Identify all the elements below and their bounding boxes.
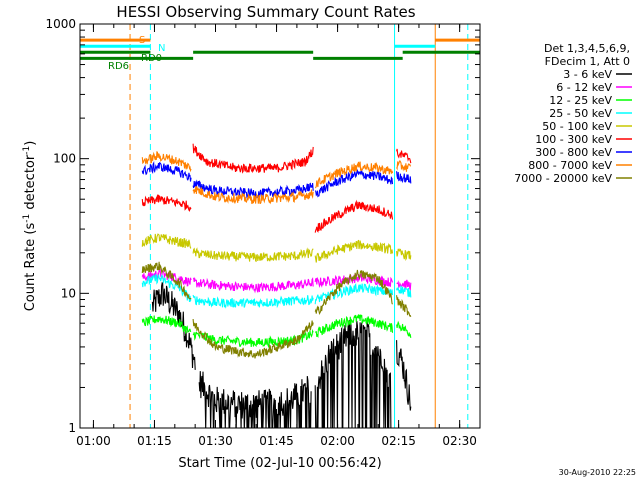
series-7 [141,151,412,205]
x-tick-label: 01:15 [137,434,172,448]
series-5-segment-3 [396,148,412,164]
series-7-segment-2 [314,161,394,189]
plot-frame [79,23,481,429]
legend-label-6: 300 - 800 keV [535,146,612,159]
series-5-segment-1 [192,143,314,174]
series-8 [141,261,412,359]
series-0 [151,281,412,428]
x-tick-label: 01:30 [198,434,233,448]
series-2-segment-0 [141,315,192,334]
y-axis-label: Count Rate (s-1 detector-1) [22,141,38,312]
flag-label-decimation_rear: RD6 [108,61,129,72]
x-axis: 01:00 01:15 01:30 01:45 02:00 02:15 02:30 [76,24,481,448]
series-1-segment-3 [396,279,412,292]
series-7-segment-0 [141,151,192,173]
timestamp: 30-Aug-2010 22:25 [559,468,636,477]
series-2-segment-3 [396,320,412,338]
y-tick-label: 1000 [45,17,76,31]
x-tick-label: 02:00 [320,434,355,448]
series-3-segment-2 [314,283,394,305]
series-3-segment-3 [396,285,412,298]
y-tick-label: 100 [53,152,76,166]
series-5 [141,143,412,233]
y-tick-label: 1 [68,421,76,435]
x-tick-label: 01:45 [259,434,294,448]
y-tick-label: 10 [61,286,76,300]
series-4-segment-2 [314,239,394,263]
x-axis-label: Start Time (02-Jul-10 00:56:42) [178,456,381,471]
series-4 [141,233,412,263]
series-8-segment-1 [192,318,314,359]
chart-title: HESSI Observing Summary Count Rates [116,3,415,21]
series-7-segment-1 [192,186,314,205]
legend-label-1: 6 - 12 keV [556,81,612,94]
series-8-segment-2 [314,269,393,315]
series-6-segment-1 [192,179,314,199]
series-1-segment-1 [192,276,314,294]
legend-label-2: 12 - 25 keV [549,94,612,107]
legend-label-5: 100 - 300 keV [535,133,612,146]
series-0-segment-0 [151,281,196,370]
series-7-segment-3 [396,159,412,172]
x-tick-label: 01:00 [76,434,111,448]
series-4-segment-3 [396,248,412,262]
legend-header-1: Det 1,3,4,5,6,9, [544,42,630,55]
series-6-segment-2 [314,168,394,198]
flag-label-saa: S [139,35,145,46]
legend-label-0: 3 - 6 keV [563,68,612,81]
series-3-segment-0 [141,273,192,303]
series-0-segment-2 [314,320,392,428]
series-8-segment-3 [396,295,412,318]
series-2-segment-2 [314,314,394,339]
legend-label-3: 25 - 50 keV [549,107,612,120]
series-6-segment-3 [396,171,412,184]
legend-label-8: 7000 - 20000 keV [514,172,612,185]
legend: Det 1,3,4,5,6,9, FDecim 1, Att 0 3 - 6 k… [514,42,632,185]
legend-label-4: 50 - 100 keV [542,120,612,133]
series-8-segment-0 [141,261,192,300]
series-6 [141,161,412,199]
x-tick-label: 02:15 [381,434,416,448]
legend-header-2: FDecim 1, Att 0 [545,55,630,68]
series-6-segment-0 [141,161,192,182]
series-4-segment-1 [192,247,314,263]
series-4-segment-0 [141,233,192,249]
series-0-segment-1 [198,371,312,428]
flag-label-decimation_front: RD0 [141,53,162,64]
plot-area [80,24,480,428]
flag-label-night: N [158,43,165,54]
series-5-segment-0 [141,194,192,212]
series-3-segment-1 [192,294,314,309]
series-0-segment-3 [396,340,412,411]
y-axis: 1 10 100 1000 [45,17,480,435]
x-tick-label: 02:30 [442,434,477,448]
legend-label-7: 800 - 7000 keV [528,159,612,172]
series-5-segment-2 [314,199,394,233]
series-3 [141,273,412,309]
